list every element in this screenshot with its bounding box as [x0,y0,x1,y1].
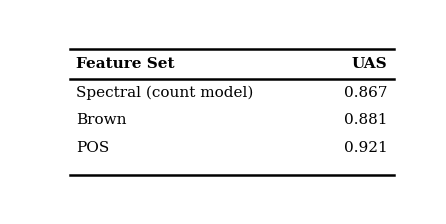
Text: 0.867: 0.867 [344,86,388,100]
Text: 0.921: 0.921 [344,141,388,155]
Text: UAS: UAS [352,57,388,71]
Text: Spectral (count model): Spectral (count model) [77,86,254,100]
Text: Feature Set: Feature Set [77,57,175,71]
Text: POS: POS [77,141,110,155]
Text: Brown: Brown [77,114,127,127]
Text: 0.881: 0.881 [344,114,388,127]
